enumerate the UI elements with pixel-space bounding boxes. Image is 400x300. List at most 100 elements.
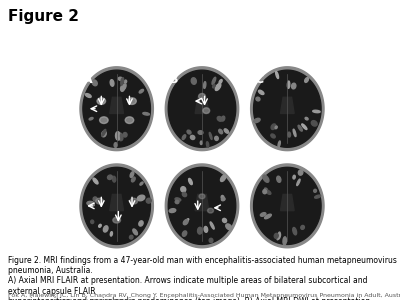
Ellipse shape xyxy=(224,129,229,133)
Ellipse shape xyxy=(221,198,225,201)
Ellipse shape xyxy=(191,78,196,84)
Ellipse shape xyxy=(110,232,112,236)
Ellipse shape xyxy=(215,136,218,140)
Ellipse shape xyxy=(293,129,296,137)
Ellipse shape xyxy=(219,80,222,83)
Ellipse shape xyxy=(199,194,205,199)
Ellipse shape xyxy=(209,132,212,140)
Ellipse shape xyxy=(121,78,124,85)
Ellipse shape xyxy=(305,78,308,82)
Polygon shape xyxy=(83,70,150,147)
Ellipse shape xyxy=(210,222,214,229)
Ellipse shape xyxy=(187,130,191,134)
Ellipse shape xyxy=(133,229,138,235)
Ellipse shape xyxy=(275,126,277,129)
Ellipse shape xyxy=(198,131,203,134)
Ellipse shape xyxy=(293,175,295,179)
Ellipse shape xyxy=(209,238,213,243)
Ellipse shape xyxy=(169,208,176,212)
Ellipse shape xyxy=(143,112,149,115)
Ellipse shape xyxy=(121,84,125,91)
Ellipse shape xyxy=(99,224,101,227)
Ellipse shape xyxy=(86,94,91,98)
Ellipse shape xyxy=(125,117,134,124)
Ellipse shape xyxy=(132,177,135,182)
Ellipse shape xyxy=(93,197,97,201)
Ellipse shape xyxy=(274,233,278,238)
Text: Fok A, Malewski JC, Lin B, Chandra RV, Chong Y. Encephalitis-Associated Human Me: Fok A, Malewski JC, Lin B, Chandra RV, C… xyxy=(8,293,400,300)
Ellipse shape xyxy=(130,235,133,239)
Ellipse shape xyxy=(204,226,208,232)
Text: Figure 2: Figure 2 xyxy=(8,9,79,24)
Ellipse shape xyxy=(103,226,108,232)
Ellipse shape xyxy=(278,141,280,147)
Ellipse shape xyxy=(263,175,269,182)
Ellipse shape xyxy=(188,178,192,184)
Ellipse shape xyxy=(263,190,266,194)
Ellipse shape xyxy=(301,225,304,230)
Ellipse shape xyxy=(206,142,209,147)
Polygon shape xyxy=(80,67,153,151)
Ellipse shape xyxy=(181,187,186,192)
Ellipse shape xyxy=(277,233,280,239)
Ellipse shape xyxy=(93,178,98,184)
Text: C: C xyxy=(254,73,263,85)
Text: Figure 2. MRI findings from a 47-year-old man with encephalitis-associated human: Figure 2. MRI findings from a 47-year-ol… xyxy=(8,256,398,300)
Ellipse shape xyxy=(123,133,127,137)
Ellipse shape xyxy=(305,117,308,120)
Ellipse shape xyxy=(140,182,143,185)
Ellipse shape xyxy=(128,98,136,104)
Ellipse shape xyxy=(89,118,93,120)
Ellipse shape xyxy=(139,221,143,226)
Ellipse shape xyxy=(108,175,112,179)
Ellipse shape xyxy=(264,188,267,191)
Polygon shape xyxy=(110,194,124,211)
Ellipse shape xyxy=(198,227,202,234)
Ellipse shape xyxy=(256,97,260,101)
Ellipse shape xyxy=(258,90,264,94)
Polygon shape xyxy=(168,167,236,244)
Ellipse shape xyxy=(96,198,104,204)
Ellipse shape xyxy=(213,85,215,88)
Ellipse shape xyxy=(130,198,138,204)
Ellipse shape xyxy=(200,141,202,145)
Ellipse shape xyxy=(184,219,189,224)
Ellipse shape xyxy=(123,84,126,89)
Ellipse shape xyxy=(215,83,221,91)
Ellipse shape xyxy=(219,129,222,134)
Ellipse shape xyxy=(293,227,297,235)
Polygon shape xyxy=(195,97,209,113)
Polygon shape xyxy=(165,67,239,151)
Ellipse shape xyxy=(124,80,127,83)
Ellipse shape xyxy=(221,196,224,200)
Polygon shape xyxy=(254,167,321,244)
Ellipse shape xyxy=(113,217,120,223)
Ellipse shape xyxy=(204,82,206,88)
Polygon shape xyxy=(168,70,236,147)
Ellipse shape xyxy=(97,98,106,104)
Ellipse shape xyxy=(222,218,226,223)
Ellipse shape xyxy=(217,116,222,121)
Polygon shape xyxy=(254,70,321,147)
Ellipse shape xyxy=(91,220,94,224)
Ellipse shape xyxy=(146,198,151,203)
Ellipse shape xyxy=(118,77,123,80)
Ellipse shape xyxy=(175,198,181,201)
Polygon shape xyxy=(280,194,294,211)
Ellipse shape xyxy=(182,231,187,236)
Ellipse shape xyxy=(87,201,94,206)
Polygon shape xyxy=(165,164,239,248)
Ellipse shape xyxy=(287,81,290,88)
Ellipse shape xyxy=(264,214,271,219)
Ellipse shape xyxy=(271,124,276,130)
Ellipse shape xyxy=(100,117,108,124)
Ellipse shape xyxy=(102,131,106,137)
Ellipse shape xyxy=(212,77,216,85)
Ellipse shape xyxy=(277,232,280,240)
Ellipse shape xyxy=(315,195,321,198)
Polygon shape xyxy=(251,164,324,248)
Polygon shape xyxy=(280,97,294,113)
Ellipse shape xyxy=(298,125,302,131)
Ellipse shape xyxy=(91,204,94,206)
Ellipse shape xyxy=(182,192,186,197)
